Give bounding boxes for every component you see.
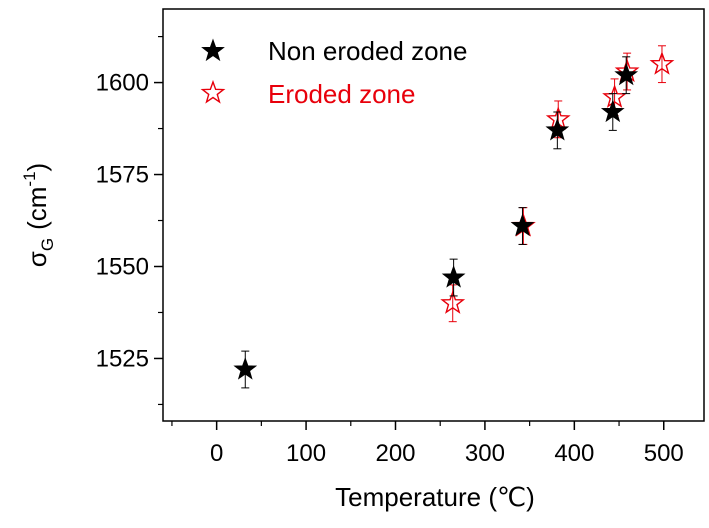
y-tick-label: 1550 <box>96 254 149 281</box>
y-axis-title-subscript: G <box>38 238 57 251</box>
legend: Non eroded zone Eroded zone <box>203 36 468 109</box>
legend-star-icon <box>203 40 224 60</box>
x-tick-label: 500 <box>644 440 684 467</box>
x-axis-ticks: 0 100 200 300 400 500 <box>172 421 684 467</box>
x-tick-label: 100 <box>286 440 326 467</box>
x-axis-title: Temperature (℃) <box>335 482 535 512</box>
x-tick-label: 300 <box>465 440 505 467</box>
y-axis-title-close: ) <box>22 163 52 172</box>
x-tick-label: 200 <box>375 440 415 467</box>
legend-marker-eroded <box>203 82 224 102</box>
legend-label-non-eroded: Non eroded zone <box>268 36 467 66</box>
x-tick-label: 0 <box>210 440 223 467</box>
x-tick-label: 400 <box>554 440 594 467</box>
y-axis-title-symbol: σ <box>22 251 52 267</box>
y-tick-label: 1600 <box>96 70 149 97</box>
y-tick-label: 1575 <box>96 162 149 189</box>
y-axis-title: σG (cm-1) <box>20 163 57 267</box>
legend-label-eroded: Eroded zone <box>268 79 415 109</box>
series-eroded <box>442 46 672 322</box>
legend-star-icon <box>203 82 224 102</box>
y-tick-label: 1525 <box>96 345 149 372</box>
legend-marker-non-eroded <box>203 40 224 60</box>
y-axis-title-unit: (cm <box>22 187 52 230</box>
plot-frame <box>163 9 704 421</box>
y-axis-title-superscript: -1 <box>20 171 39 186</box>
y-axis-ticks: 1525 1550 1575 1600 <box>96 37 163 405</box>
